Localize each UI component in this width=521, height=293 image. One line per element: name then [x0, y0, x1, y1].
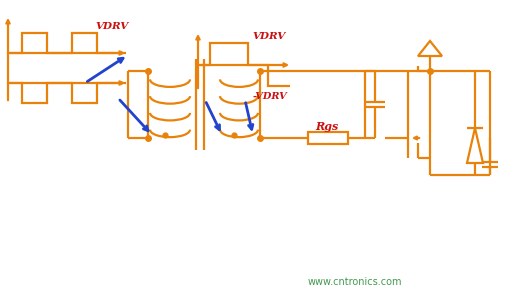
Text: -VDRV: -VDRV: [253, 92, 288, 101]
Bar: [308, 132, 348, 144]
Text: Rgs: Rgs: [315, 121, 338, 132]
Text: VDRV: VDRV: [252, 32, 286, 41]
Text: VDRV: VDRV: [95, 22, 128, 31]
Text: www.cntronics.com: www.cntronics.com: [308, 277, 403, 287]
